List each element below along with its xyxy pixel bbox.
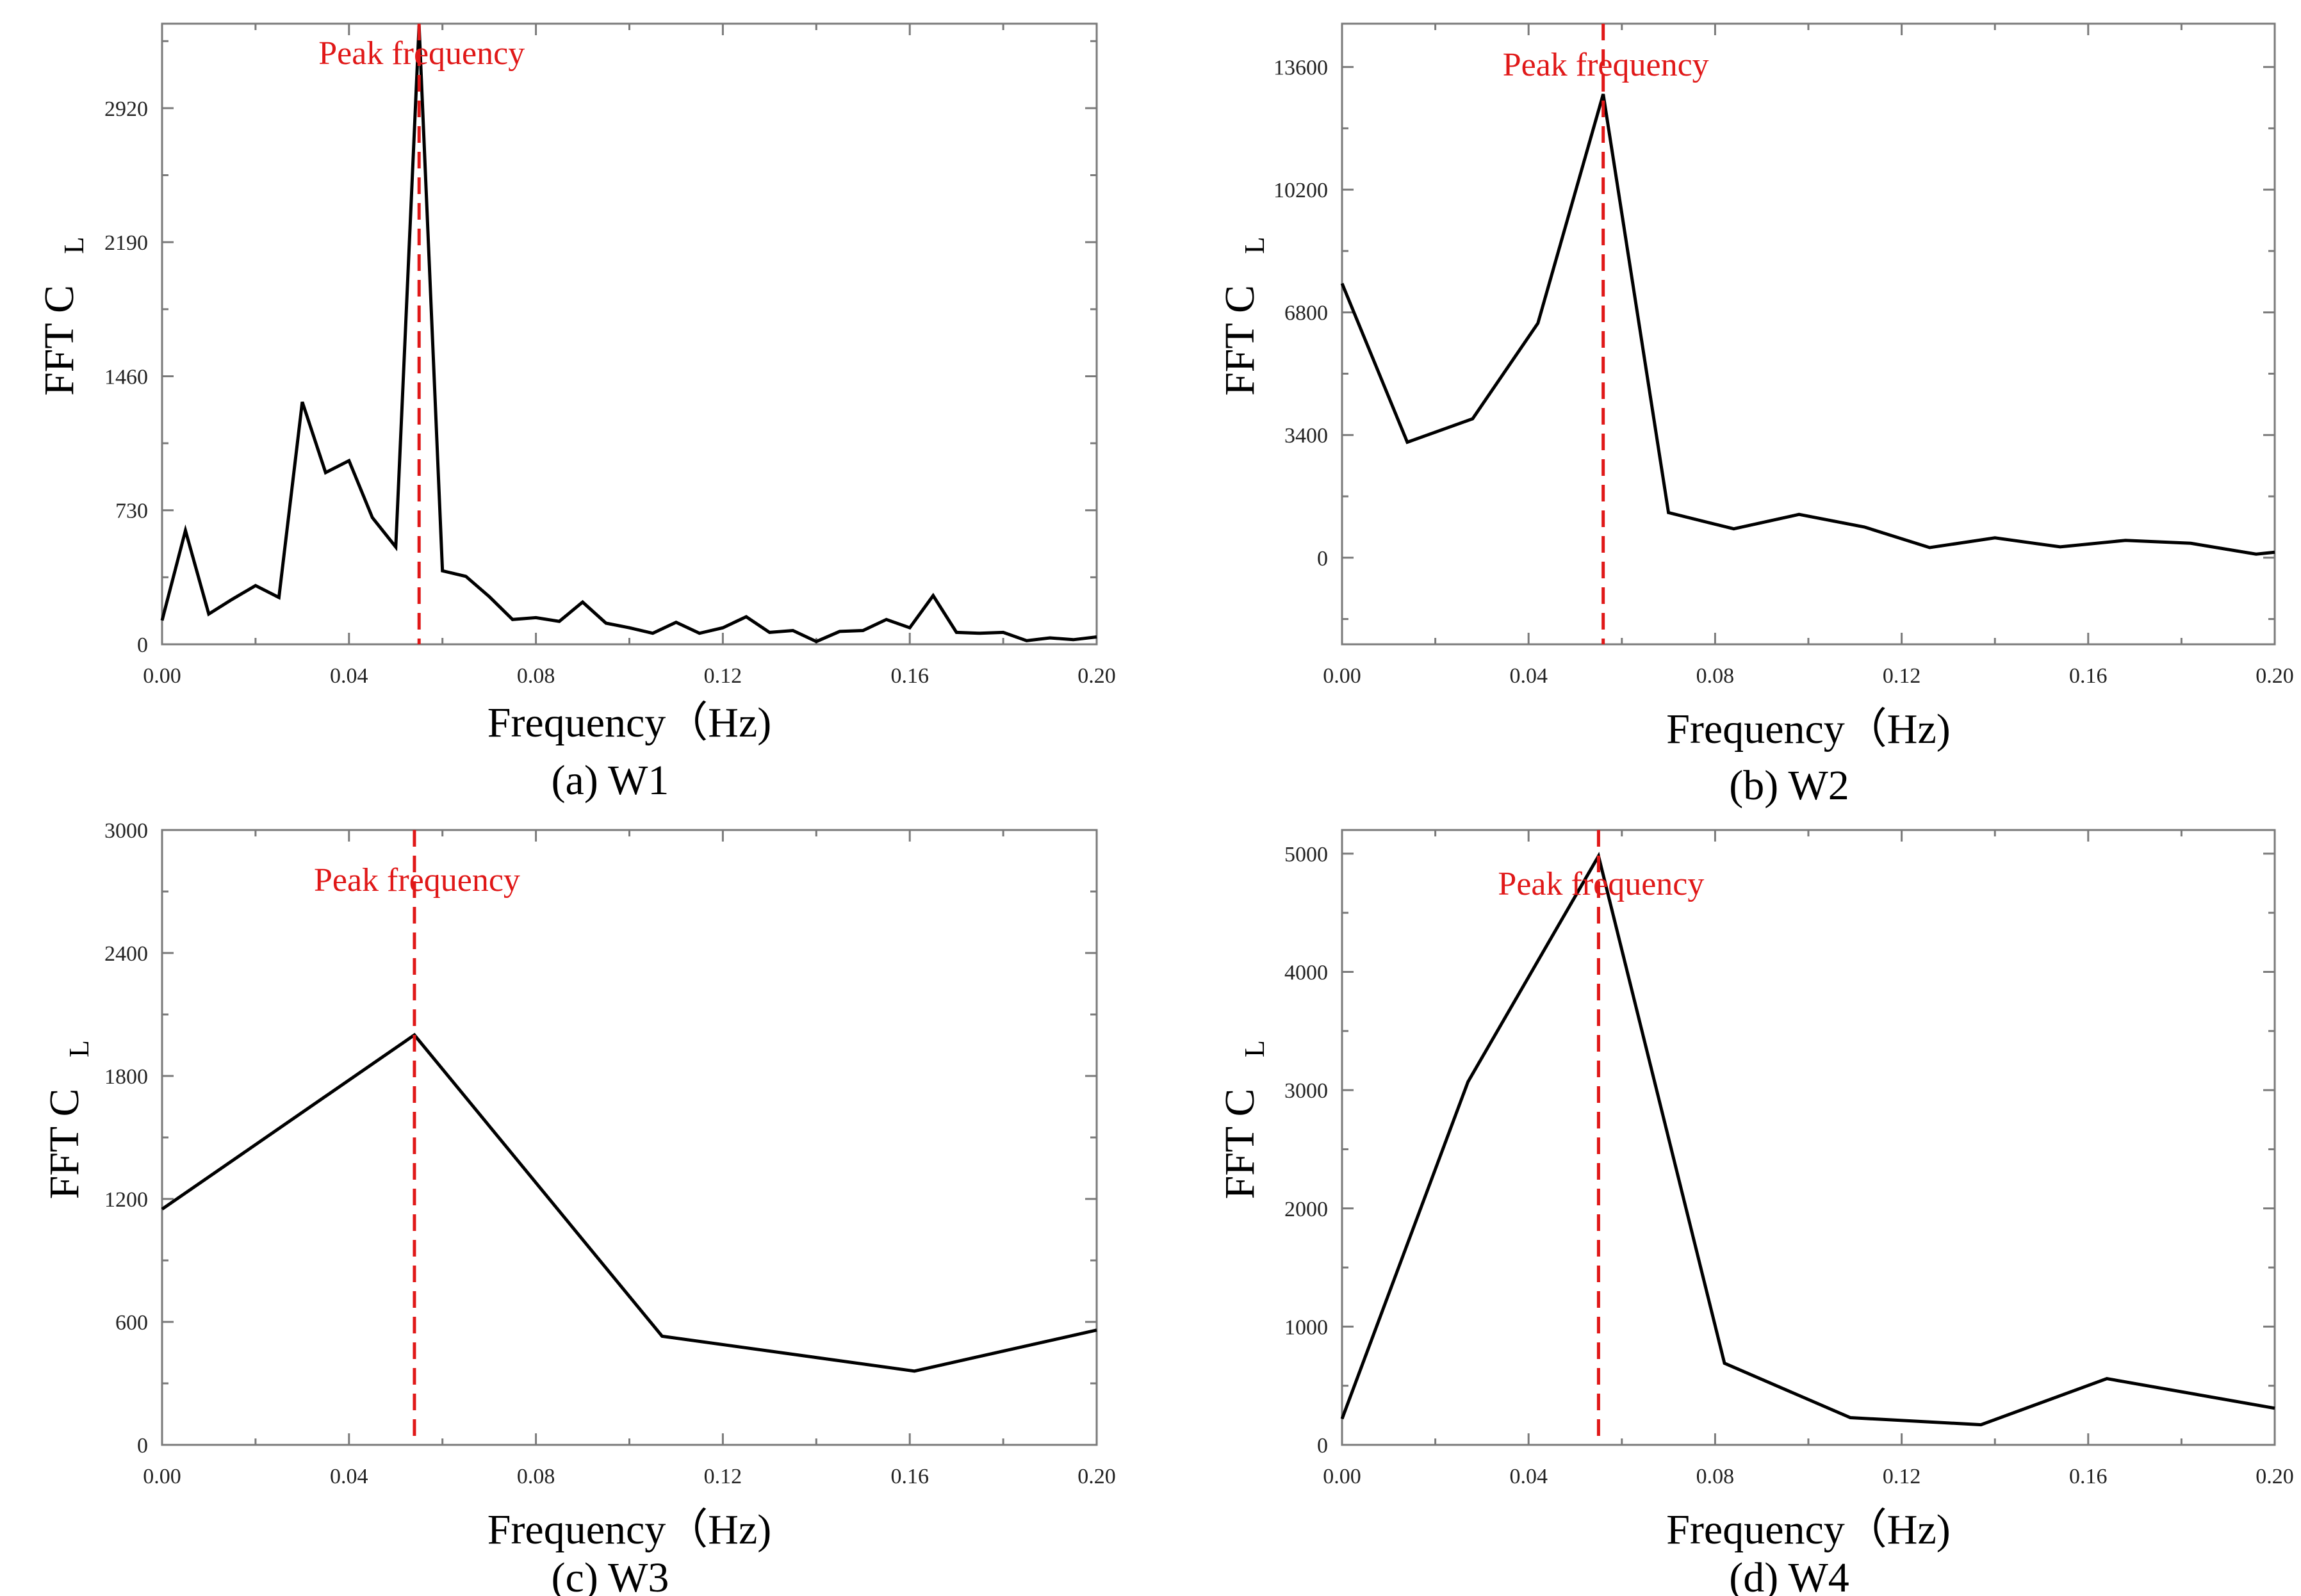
y-tick-label: 4000 — [1284, 961, 1328, 985]
x-tick-label: 0.20 — [1077, 1465, 1116, 1488]
x-tick-label: 0.12 — [1883, 1465, 1921, 1488]
y-tick-label: 3000 — [104, 819, 148, 843]
chart-panel-4: 0.00 0.04 0.08 0.12 0.16 0.20 0 1000 2000 3000 400… — [1216, 829, 2294, 1596]
y-tick-label: 10200 — [1273, 179, 1328, 202]
x-tick-label: 0.08 — [1696, 664, 1735, 688]
fft-series-line — [161, 1032, 1097, 1373]
panel-caption: (b) W2 — [1729, 762, 1849, 809]
y-tick-label: 0 — [137, 633, 148, 657]
y-axis-title: FFT C L — [1216, 1040, 1270, 1199]
y-axis-title-subscript: L — [63, 1040, 95, 1057]
x-tick-label: 0.16 — [2069, 1465, 2108, 1488]
y-tick-label: 5000 — [1284, 843, 1328, 867]
y-axis-title-main: FFT C — [36, 285, 83, 396]
y-axis-title: FFT C L — [41, 1040, 95, 1199]
y-tick-label: 1000 — [1284, 1315, 1328, 1339]
y-axis-title-subscript: L — [58, 237, 90, 254]
x-tick-label: 0.04 — [330, 664, 368, 688]
panel-caption: (c) W3 — [552, 1554, 669, 1596]
y-axis-title: FFT C L — [1216, 237, 1270, 396]
panel-caption: (d) W4 — [1729, 1554, 1849, 1596]
x-tick-label: 0.00 — [143, 1465, 181, 1488]
x-tick-label: 0.08 — [517, 1465, 555, 1488]
peak-frequency-label: Peak frequency — [1498, 866, 1704, 902]
x-tick-label: 0.04 — [1509, 664, 1548, 688]
chart-panel-2: 0.00 0.04 0.08 0.12 0.16 0.20 0 3400 6800 10200 13… — [1216, 22, 2294, 809]
y-tick-label: 1800 — [104, 1065, 148, 1089]
x-tick-label: 0.16 — [890, 1465, 929, 1488]
x-tick-label: 0.04 — [1509, 1465, 1548, 1488]
x-tick-label: 0.00 — [1323, 664, 1361, 688]
panel-caption: (a) W1 — [552, 757, 669, 804]
y-axis-title: FFT C L — [36, 237, 90, 396]
x-tick-label: 0.16 — [890, 664, 929, 688]
peak-frequency-label: Peak frequency — [1503, 47, 1709, 83]
y-tick-label: 13600 — [1273, 56, 1328, 80]
y-tick-label: 2000 — [1284, 1198, 1328, 1221]
y-tick-label: 2190 — [104, 231, 148, 255]
y-tick-label: 0 — [1317, 547, 1328, 571]
plot-frame — [1341, 22, 2276, 646]
y-tick-label: 600 — [115, 1311, 148, 1335]
peak-frequency-label: Peak frequency — [314, 862, 520, 899]
x-tick-label: 0.08 — [1696, 1465, 1735, 1488]
peak-frequency-label: Peak frequency — [318, 35, 525, 72]
y-tick-label: 2920 — [104, 97, 148, 121]
y-tick-label: 730 — [115, 500, 148, 523]
x-tick-label: 0.12 — [704, 664, 742, 688]
x-axis-title: Frequency（Hz) — [487, 699, 772, 746]
fft-series-line — [1340, 851, 2275, 1427]
x-tick-label: 0.12 — [704, 1465, 742, 1488]
fft-series-line — [1340, 94, 2275, 556]
x-axis-title: Frequency（Hz) — [1666, 706, 1951, 753]
x-tick-label: 0.04 — [330, 1465, 368, 1488]
y-axis-title-main: FFT C — [41, 1088, 88, 1199]
y-tick-label: 1460 — [104, 365, 148, 389]
x-tick-label: 0.20 — [1077, 664, 1116, 688]
chart-panel-1: 0.00 0.04 0.08 0.12 0.16 0.20 0 730 1460 2190 2920… — [36, 22, 1116, 804]
y-tick-label: 0 — [1317, 1434, 1328, 1458]
y-tick-label: 6800 — [1284, 302, 1328, 325]
x-tick-label: 0.12 — [1883, 664, 1921, 688]
y-tick-label: 2400 — [104, 942, 148, 966]
y-axis-title-main: FFT C — [1216, 285, 1263, 396]
fft-series-line — [160, 25, 1097, 644]
x-axis-title: Frequency（Hz) — [1666, 1506, 1951, 1553]
plot-frame — [1341, 829, 2276, 1446]
x-tick-label: 0.00 — [143, 664, 181, 688]
y-axis-title-subscript: L — [1239, 237, 1270, 254]
y-tick-label: 3000 — [1284, 1079, 1328, 1103]
x-tick-label: 0.20 — [2256, 664, 2294, 688]
x-tick-label: 0.08 — [517, 664, 555, 688]
y-axis-title-subscript: L — [1239, 1040, 1270, 1057]
y-axis-title-main: FFT C — [1216, 1088, 1263, 1199]
x-tick-label: 0.20 — [2256, 1465, 2294, 1488]
y-tick-label: 3400 — [1284, 424, 1328, 448]
y-tick-label: 1200 — [104, 1188, 148, 1212]
chart-panel-3: 0.00 0.04 0.08 0.12 0.16 0.20 0 600 1200 1800 2400… — [41, 819, 1116, 1596]
plot-frame — [161, 22, 1098, 646]
plot-frame — [161, 829, 1098, 1446]
x-tick-label: 0.00 — [1323, 1465, 1361, 1488]
x-tick-label: 0.16 — [2069, 664, 2108, 688]
y-tick-label: 0 — [137, 1434, 148, 1458]
x-axis-title: Frequency（Hz) — [487, 1506, 772, 1553]
